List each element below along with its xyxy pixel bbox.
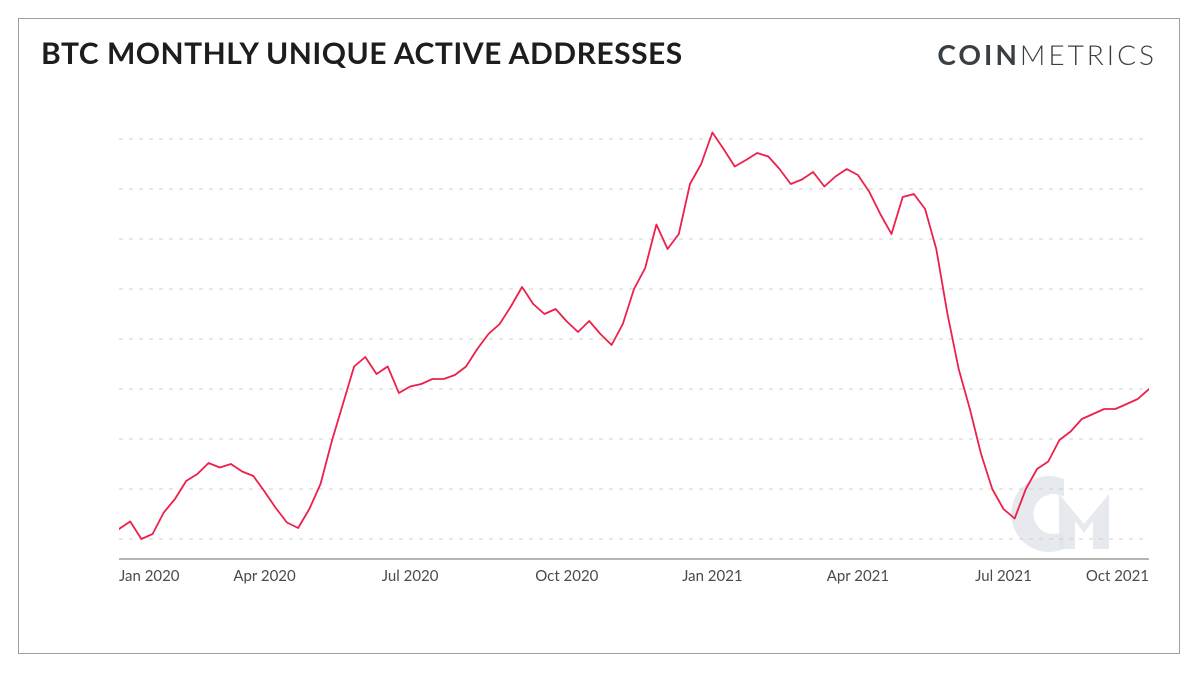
x-tick-label: Apr 2020 xyxy=(233,567,296,585)
x-tick-label: Apr 2021 xyxy=(827,567,889,585)
chart-title: BTC MONTHLY UNIQUE ACTIVE ADDRESSES xyxy=(41,35,683,71)
chart-frame: BTC MONTHLY UNIQUE ACTIVE ADDRESSES COIN… xyxy=(18,18,1180,654)
x-tick-label: Jan 2020 xyxy=(119,567,180,585)
brand-prefix: COIN xyxy=(937,37,1020,71)
series-line xyxy=(119,133,1149,540)
brand-suffix: METRICS xyxy=(1020,37,1157,71)
x-tick-label: Jul 2020 xyxy=(382,567,439,585)
x-tick-label: Oct 2021 xyxy=(1086,567,1149,585)
chart-plot: 14M15M16M17M18M19M20M21M22M Jan 2020Apr … xyxy=(119,109,1149,589)
brand-logo: COINMETRICS xyxy=(937,37,1157,71)
x-tick-label: Jan 2021 xyxy=(682,567,743,585)
x-axis-labels: Jan 2020 Apr 2020 Jul 2020 Oct 2020 Jan 2021… xyxy=(119,567,1149,585)
y-gridlines xyxy=(119,139,1149,539)
x-tick-label: Oct 2020 xyxy=(535,567,598,585)
x-tick-label: Jul 2021 xyxy=(975,567,1032,585)
